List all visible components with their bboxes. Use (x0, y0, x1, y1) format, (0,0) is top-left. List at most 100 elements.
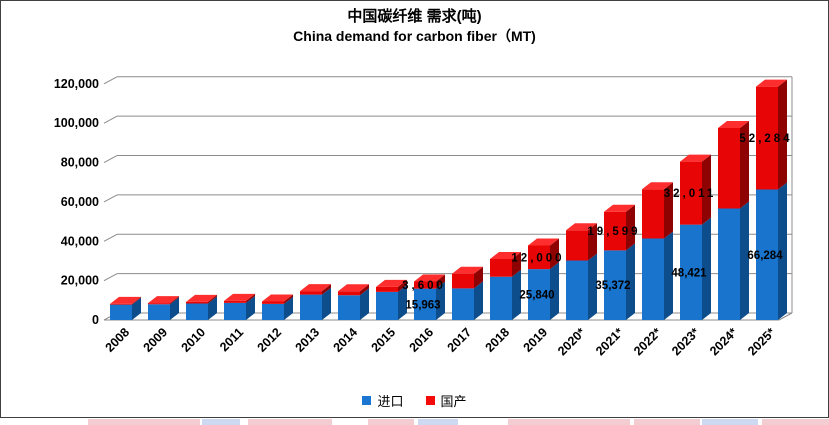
bar-segment-import-side (702, 217, 711, 320)
bar-segment-domestic-side (208, 294, 217, 304)
y-axis-tick-label: 100,000 (54, 116, 99, 130)
bar-segment-import-side (436, 281, 445, 320)
x-axis-tick-label: 2015 (369, 325, 399, 355)
bar-segment-domestic-front (110, 303, 132, 305)
legend-item-domestic: 国产 (425, 391, 467, 410)
bar-segment-domestic-side (322, 284, 331, 295)
bar-segment-domestic-front (452, 273, 474, 289)
bar-segment-import-side (284, 296, 293, 320)
x-axis-tick-label: 2020* (555, 325, 588, 358)
chart-title-en: China demand for carbon fiber（MT) (293, 28, 536, 44)
bar-segment-import-front (148, 304, 170, 320)
x-axis-tick-label: 2008 (103, 325, 133, 355)
data-label-import: 35,372 (595, 280, 630, 292)
bar-segment-domestic-front (718, 127, 740, 209)
bar-segment-domestic-top (718, 120, 749, 128)
legend-swatch-import (362, 396, 372, 405)
bar-segment-domestic-front (186, 301, 208, 304)
bar-segment-domestic-side (702, 154, 711, 225)
bar-segment-import-front (414, 288, 436, 320)
x-axis-tick-label: 2024* (707, 325, 740, 358)
background-cell-strip (702, 419, 758, 425)
bar-segment-import-front (376, 291, 398, 320)
bar-segment-domestic-side (512, 251, 521, 277)
y-axis-tick-label: 20,000 (61, 274, 99, 288)
bar-segment-domestic-top (452, 266, 483, 274)
bar-segment-domestic-top (604, 204, 635, 212)
bar-segment-import-front (186, 303, 208, 320)
bar-segment-domestic-side (626, 204, 635, 251)
background-cell-strip (88, 419, 200, 425)
bar-segment-domestic-front (224, 300, 246, 303)
bar-segment-import-side (398, 284, 407, 320)
x-axis-tick-label: 2014 (331, 325, 361, 355)
data-label-domestic: 52,284 (739, 133, 792, 145)
bar-segment-import-front (566, 260, 588, 320)
x-axis-tick-label: 2022* (631, 325, 664, 358)
x-axis-tick-label: 2021* (593, 325, 626, 358)
bar-segment-domestic-front (490, 258, 512, 277)
bar-segment-import-front (300, 294, 322, 320)
x-axis-tick-label: 2013 (293, 325, 323, 355)
bar-segment-import-front (262, 303, 284, 320)
y-axis-tick-label: 120,000 (54, 77, 99, 91)
bar-segment-import-front (604, 250, 626, 320)
bar-segment-domestic-side (740, 120, 749, 209)
bar-segment-domestic-top (110, 296, 141, 304)
bar-segment-import-front (756, 189, 778, 320)
bar-segment-import-side (550, 262, 559, 320)
bar-segment-domestic-front (642, 189, 664, 239)
data-label-import: 66,284 (747, 250, 783, 262)
bar-segment-import-front (642, 238, 664, 320)
x-axis-tick-label: 2017 (445, 325, 475, 355)
bar-segment-domestic-side (132, 296, 141, 305)
bar-segment-domestic-top (414, 274, 445, 282)
bar-segment-import-side (170, 297, 179, 320)
bar-segment-domestic-side (360, 284, 369, 296)
data-label-domestic: 3,600 (402, 280, 446, 292)
bar-segment-domestic-top (528, 238, 559, 246)
bar-segment-domestic-side (588, 223, 597, 261)
tick-connector (103, 233, 118, 242)
bar-segment-domestic-front (148, 303, 170, 305)
bar-segment-import-front (718, 208, 740, 320)
bar-segment-domestic-top (338, 284, 369, 292)
bar-segment-import-side (778, 182, 787, 320)
bar-segment-domestic-top (262, 294, 293, 302)
bar-segment-domestic-side (170, 296, 179, 305)
bar-segment-import-side (626, 243, 635, 320)
background-cell-strip (248, 419, 332, 425)
x-axis-tick-label: 2011 (217, 325, 246, 354)
chart-title-block: 中国碳纤维 需求(吨) China demand for carbon fibe… (0, 7, 829, 46)
background-cell-strip (508, 419, 630, 425)
bar-segment-domestic-side (664, 182, 673, 239)
bar-segment-domestic-front (528, 245, 550, 270)
bar-segment-domestic-front (300, 291, 322, 295)
background-cell-strip (202, 419, 240, 425)
bar-segment-domestic-side (284, 294, 293, 304)
x-axis-tick-label: 2016 (407, 325, 437, 355)
legend-label-import: 进口 (377, 394, 404, 409)
x-axis-tick-label: 2023* (669, 325, 702, 358)
bar-segment-import-side (360, 288, 369, 320)
bar-segment-import-side (322, 287, 331, 320)
y-axis-tick-label: 60,000 (61, 195, 99, 209)
bar-segment-domestic-front (756, 86, 778, 190)
bar-segment-domestic-top (224, 293, 255, 301)
bar-segment-domestic-top (566, 223, 597, 231)
bar-segment-import-side (132, 297, 141, 320)
bar-segment-import-side (512, 269, 521, 320)
bar-segment-import-side (588, 253, 597, 320)
bar-segment-domestic-front (566, 230, 588, 261)
bar-segment-domestic-top (300, 284, 331, 292)
bar-segment-domestic-top (680, 154, 711, 162)
background-cell-strip (634, 419, 700, 425)
background-cell-strip (368, 419, 414, 425)
background-cell-strip (418, 419, 458, 425)
chart-title-zh: 中国碳纤维 需求(吨) (347, 8, 482, 25)
legend-item-import: 进口 (362, 391, 404, 410)
bar-segment-domestic-side (398, 279, 407, 292)
bar-segment-domestic-side (550, 238, 559, 270)
